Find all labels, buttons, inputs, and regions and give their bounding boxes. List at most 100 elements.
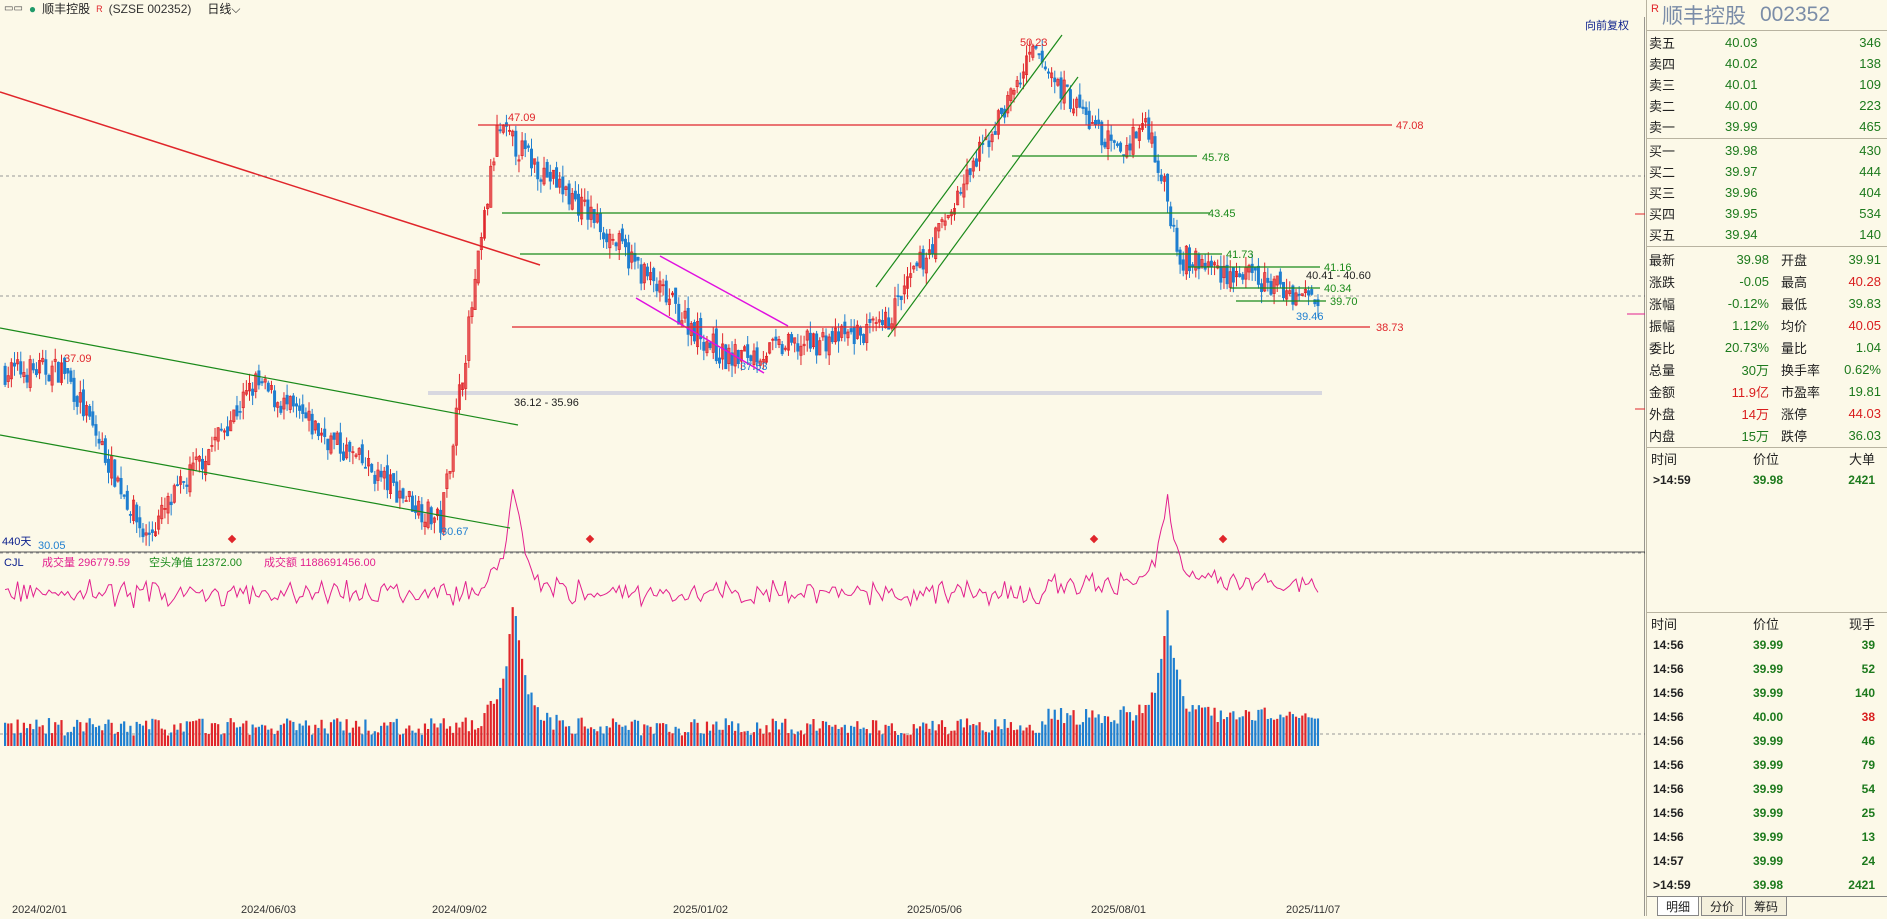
volume-bar [796,731,799,746]
order-price: 39.99 [1725,119,1758,134]
volume-bar [1088,717,1091,746]
candle-body [125,490,129,510]
volume-bar [608,727,611,746]
stat-value: 39.98 [1736,251,1769,267]
candle-body [72,377,76,402]
candle-body [511,130,515,137]
volume-bar [746,730,749,746]
candle-body [968,168,972,176]
tick-time: 14:57 [1653,854,1684,868]
chart-svg[interactable]: 37.09 30.05 30.67 47.09 36.12 - 35.96 37… [0,17,1646,916]
volume-bar [696,722,699,746]
period-selector[interactable]: 日线⌵ [207,2,241,16]
stat-label: 涨停 [1781,406,1808,422]
candle-body [899,296,903,301]
volume-bar [624,725,627,746]
candle-body [846,331,850,339]
candle-body [298,405,302,411]
volume-bar [1034,732,1038,746]
candle-body [918,251,922,268]
volume-bar [220,734,223,746]
tab-price-dist[interactable]: 分价 [1701,897,1744,916]
volume-bar [1078,724,1081,746]
volume-bar [1226,717,1229,746]
candle-body [323,428,327,437]
candle-body [260,381,264,384]
volume-bar [63,735,66,746]
volume-bar [51,733,54,746]
volume-bar [897,734,900,746]
candle-body [304,412,308,419]
volume-bar [91,724,94,746]
green-channel-upper [0,327,519,426]
volume-bar [110,722,113,746]
order-volume: 465 [1859,119,1881,134]
volume-bar [1263,707,1266,746]
volume-bar [1257,709,1260,746]
candle-body [1037,53,1041,56]
stat-value: 40.28 [1848,273,1881,289]
tick-time: 14:56 [1653,758,1684,772]
volume-bar [182,731,185,746]
volume-bar [452,732,455,746]
quote-stock-name: 顺丰控股 [1661,5,1746,28]
candle-body [100,440,104,446]
volume-bar [433,723,436,746]
candle-body [194,456,198,460]
volume-bar [445,728,448,746]
volume-bar [806,723,809,746]
volume-bar [380,725,383,746]
tick-row: 14:56 39.99 25 [1647,801,1887,825]
candle-body [1203,262,1207,270]
order-price: 39.95 [1725,206,1758,221]
volume-bar [1128,712,1132,746]
volume-bar [226,722,229,746]
volume-bar [1316,718,1320,746]
price-label: 37.53 [740,361,768,373]
candle-body [862,333,866,344]
candle-body [222,430,226,433]
volume-bar [906,735,909,746]
signal-marker [1218,534,1228,544]
tab-chips[interactable]: 筹码 [1745,897,1788,916]
stat-row: 内盘 15万 跌停 36.03 [1647,424,1887,446]
volume-bar [649,726,652,746]
order-label: 买四 [1649,207,1676,222]
candle-body [633,253,637,262]
candle-body [990,134,994,143]
candle-body [473,278,477,311]
volume-bar [423,723,427,746]
candle-body [602,232,606,240]
magenta-channel-lower [635,297,765,374]
volume-bar [157,720,160,746]
candle-body [6,375,10,382]
stat-value: 19.81 [1848,383,1881,399]
order-price: 39.98 [1725,143,1758,158]
volume-bar [16,719,19,746]
volume-bar [113,734,116,746]
volume-bar [1144,704,1147,746]
candle-body [1034,45,1038,49]
tick-row: 14:56 39.99 79 [1647,753,1887,777]
volume-bar [66,732,69,746]
volume-bar [712,724,715,746]
candle-body [1050,72,1054,79]
stat-row: 最新 39.98 开盘 39.91 [1647,248,1887,270]
order-price: 40.03 [1725,35,1758,50]
volume-bar [364,719,367,746]
tick-volume: 79 [1861,758,1875,772]
tab-detail[interactable]: 明细 [1657,897,1700,916]
volume-bar [1229,712,1232,746]
order-book-row: 买一 39.98 430 [1647,140,1887,161]
kline-chart[interactable]: 37.09 30.05 30.67 47.09 36.12 - 35.96 37… [0,17,1646,916]
stat-value: -0.05 [1739,273,1769,289]
candle-body [3,365,7,385]
candle-body [1194,250,1198,271]
chart-title-bar: ▭▭ ● 顺丰控股 R (SZSE 002352) 日线⌵ [0,0,1645,17]
volume-bar [383,722,386,746]
volume-bar [815,730,818,746]
volume-bar [35,719,38,746]
volume-bar [499,687,502,746]
menu-icon[interactable]: ▭▭ [4,3,23,14]
candle-body [489,165,493,208]
